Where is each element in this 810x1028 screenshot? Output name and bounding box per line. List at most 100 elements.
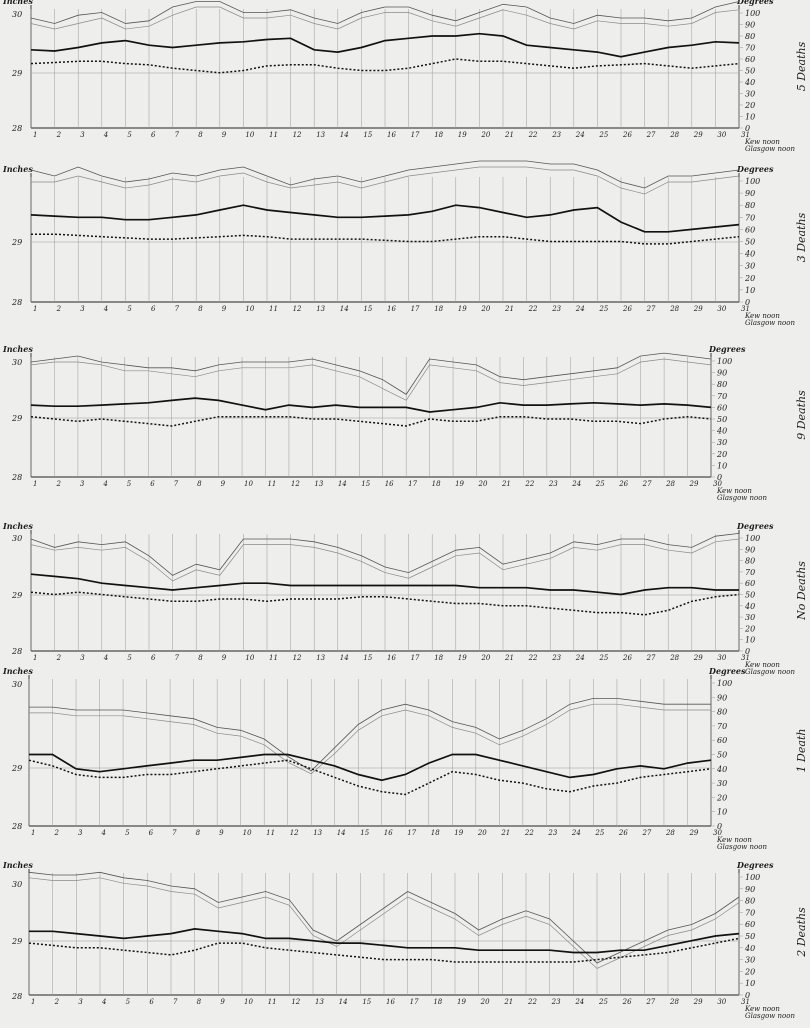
temperature-tick-label: 0 <box>745 647 750 656</box>
temperature-tick-label: 100 <box>745 534 760 543</box>
day-label: 10 <box>243 829 252 837</box>
day-label: 5 <box>127 654 132 662</box>
day-label: 20 <box>480 654 490 662</box>
day-label: 4 <box>101 998 106 1006</box>
day-label: 31 <box>741 131 750 139</box>
day-label: 6 <box>151 131 156 139</box>
day-label: 13 <box>314 480 323 488</box>
wind-row-label-kew: Kew noon <box>744 1005 780 1013</box>
day-label: 29 <box>693 305 703 313</box>
day-label: 19 <box>454 829 463 837</box>
day-label: 23 <box>551 305 561 313</box>
day-label: 20 <box>477 829 487 837</box>
day-label: 17 <box>410 998 419 1006</box>
day-label: 18 <box>434 131 443 139</box>
day-label: 6 <box>151 305 156 313</box>
day-label: 27 <box>646 131 656 139</box>
day-label: 5 <box>125 829 130 837</box>
day-label: 21 <box>504 131 514 139</box>
day-label: 10 <box>244 480 253 488</box>
temperature-tick-label: 60 <box>745 920 755 929</box>
temperature-tick-label: 20 <box>744 101 755 110</box>
temperature-tick-label: 70 <box>745 908 755 917</box>
day-label: 16 <box>387 654 396 662</box>
day-label: 15 <box>363 131 372 139</box>
day-label: 5 <box>127 480 132 488</box>
temperature-tick-label: 30 <box>745 956 755 965</box>
temperature-tick-label: 0 <box>717 822 722 831</box>
day-label: 24 <box>571 829 581 837</box>
temperature-tick-label: 100 <box>745 873 760 882</box>
temperature-tick-label: 10 <box>717 461 727 470</box>
wind-row-label-glasgow: Glasgow noon <box>717 494 767 502</box>
day-label: 11 <box>268 998 277 1006</box>
day-label: 26 <box>622 131 632 139</box>
day-label: 30 <box>717 998 726 1006</box>
day-label: 14 <box>338 480 347 488</box>
day-label: 29 <box>693 131 703 139</box>
day-label: 24 <box>575 305 585 313</box>
pressure-tick-label: 29 <box>11 414 22 423</box>
day-label: 18 <box>434 305 443 313</box>
day-label: 9 <box>221 480 226 488</box>
day-label: 22 <box>528 305 538 313</box>
day-label: 10 <box>244 998 253 1006</box>
day-label: 8 <box>196 829 201 837</box>
day-label: 26 <box>622 654 632 662</box>
temperature-tick-label: 10 <box>745 113 755 122</box>
day-label: 15 <box>363 654 372 662</box>
day-label: 7 <box>175 305 180 313</box>
day-label: 29 <box>688 829 698 837</box>
day-label: 24 <box>575 131 585 139</box>
day-label: 2 <box>56 654 62 662</box>
pressure-tick-label: 29 <box>11 937 22 946</box>
day-label: 7 <box>172 829 177 837</box>
day-label: 27 <box>641 829 651 837</box>
day-label: 15 <box>360 829 369 837</box>
day-label: 27 <box>646 305 656 313</box>
day-label: 27 <box>645 998 655 1006</box>
day-label: 17 <box>411 654 420 662</box>
day-label: 6 <box>149 998 154 1006</box>
temperature-line <box>30 397 712 413</box>
day-label: 24 <box>571 480 581 488</box>
temperature-tick-label: 0 <box>745 991 750 1000</box>
deaths-count-label: 1 Death <box>795 729 808 773</box>
temperature-tick-label: 20 <box>744 274 755 283</box>
temperature-tick-label: 50 <box>717 751 727 760</box>
temperature-tick-label: 20 <box>716 450 727 459</box>
day-label: 28 <box>669 998 679 1006</box>
day-label: 15 <box>363 305 372 313</box>
temperature-line <box>30 32 740 58</box>
day-label: 14 <box>340 654 349 662</box>
deaths-count-label: No Deaths <box>795 561 808 621</box>
day-label: 12 <box>291 480 300 488</box>
day-label: 24 <box>574 998 584 1006</box>
day-label: 14 <box>337 829 346 837</box>
temperature-tick-label: 70 <box>745 568 755 577</box>
temperature-tick-label: 50 <box>717 415 727 424</box>
temperature-tick-label: 80 <box>745 897 755 906</box>
day-label: 29 <box>693 998 703 1006</box>
temperature-tick-label: 10 <box>745 979 755 988</box>
pressure-axis-label: Inches <box>2 666 33 676</box>
pressure-tick-label: 29 <box>11 591 22 600</box>
temperature-tick-label: 50 <box>745 67 755 76</box>
day-label: 11 <box>269 654 278 662</box>
day-label: 2 <box>55 480 61 488</box>
temperature-tick-label: 50 <box>745 932 755 941</box>
day-label: 23 <box>547 829 557 837</box>
temperature-tick-label: 70 <box>745 44 755 53</box>
temperature-axis-label: Degrees <box>708 666 746 676</box>
deaths-count-label: 5 Deaths <box>795 41 808 91</box>
pressure-tick-label: 30 <box>12 534 22 543</box>
temperature-tick-label: 50 <box>745 238 755 247</box>
temperature-axis-label: Degrees <box>736 164 774 174</box>
day-label: 15 <box>362 998 371 1006</box>
temperature-tick-label: 10 <box>745 636 755 645</box>
day-label: 13 <box>315 998 324 1006</box>
pressure-tick-label: 28 <box>11 992 22 1001</box>
day-label: 11 <box>269 305 278 313</box>
day-label: 26 <box>622 998 632 1006</box>
